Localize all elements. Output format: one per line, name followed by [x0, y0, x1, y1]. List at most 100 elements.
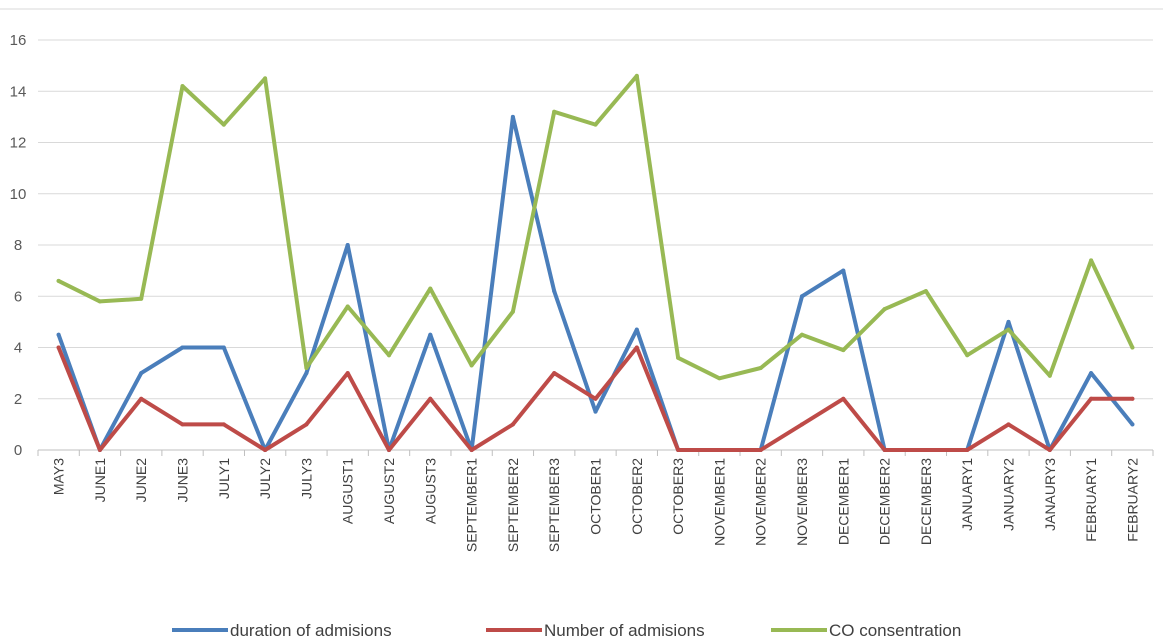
x-axis-ticks: MAY3 JUNE1 JUNE2 JUNE3 JULY1 JULY2 JULY3 AUGUST… [37, 450, 1154, 552]
x-tick-label: JULY3 [298, 458, 314, 499]
data-point [634, 73, 639, 78]
data-point [139, 296, 144, 301]
data-point [717, 376, 722, 381]
data-point [345, 371, 350, 376]
data-point [882, 448, 887, 452]
x-tick-label: DECEMBER2 [877, 458, 893, 545]
data-point [1006, 422, 1011, 427]
y-tick-label: 4 [14, 340, 22, 357]
data-point [552, 371, 557, 376]
data-point [510, 114, 515, 119]
x-tick-label: JUNE2 [133, 458, 149, 503]
x-tick-label: JULY2 [257, 458, 273, 499]
data-point [800, 422, 804, 427]
x-tick-label: JUNE1 [92, 458, 108, 503]
data-point [428, 332, 433, 337]
data-point [841, 268, 846, 273]
x-tick-label: SEPTEMBER1 [464, 458, 480, 552]
data-point [1089, 396, 1094, 401]
data-point [717, 448, 722, 452]
data-point [469, 363, 474, 368]
data-point [221, 345, 226, 350]
data-point [800, 294, 804, 299]
data-point [965, 448, 970, 452]
data-point [510, 422, 515, 427]
data-point [1130, 345, 1135, 350]
data-point [1089, 258, 1094, 263]
x-tick-label: NOVEMBER3 [794, 458, 810, 546]
data-point [758, 366, 763, 370]
data-point [1006, 327, 1011, 332]
data-point [345, 243, 350, 247]
data-point [1047, 373, 1052, 378]
data-point [97, 299, 102, 304]
x-tick-label: JANAURY3 [1042, 458, 1058, 531]
data-point [139, 396, 144, 401]
data-point [304, 371, 309, 376]
legend-label: CO consentration [829, 621, 961, 640]
data-point [221, 422, 226, 427]
data-point [304, 422, 309, 427]
x-tick-label: JANUARY2 [1000, 458, 1016, 531]
data-point [593, 122, 598, 127]
data-point [263, 448, 268, 452]
x-tick-label: FEBRUARY2 [1124, 458, 1140, 542]
x-tick-label: JANUARY1 [959, 458, 975, 531]
data-point [469, 448, 474, 452]
x-tick-label: NOVEMBER1 [711, 458, 727, 546]
data-point [800, 332, 804, 337]
y-tick-label: 16 [10, 32, 27, 49]
x-tick-label: OCTOBER1 [588, 458, 604, 535]
data-point [676, 355, 681, 360]
legend-label: Number of admisions [544, 621, 705, 640]
data-point [180, 422, 185, 427]
data-point [180, 84, 185, 89]
data-point [56, 332, 61, 337]
data-point [923, 289, 928, 294]
data-point [758, 448, 763, 452]
data-point [56, 345, 61, 350]
data-point [965, 353, 970, 358]
x-tick-label: DECEMBER1 [835, 458, 851, 545]
x-tick-label: JUNE3 [175, 458, 191, 503]
series-lines [56, 73, 1135, 452]
data-point [552, 109, 557, 114]
data-point [634, 327, 639, 332]
x-tick-label: DECEMBER3 [918, 458, 934, 545]
legend: duration of admisions Number of admisions… [172, 621, 961, 640]
data-point [428, 286, 433, 291]
data-point [552, 289, 557, 294]
data-point [304, 366, 309, 370]
x-tick-label: OCTOBER3 [670, 458, 686, 535]
y-tick-label: 2 [14, 391, 22, 408]
data-point [139, 371, 144, 376]
y-tick-label: 10 [10, 186, 27, 203]
data-point [841, 396, 846, 401]
data-point [345, 304, 350, 309]
data-point [510, 309, 515, 314]
x-tick-label: AUGUST2 [381, 458, 397, 524]
data-point [1089, 371, 1094, 376]
data-point [1047, 448, 1052, 452]
data-point [1130, 422, 1135, 427]
x-tick-label: SEPTEMBER2 [505, 458, 521, 552]
data-point [634, 345, 639, 350]
data-point [923, 448, 928, 452]
data-point [1130, 396, 1135, 401]
y-tick-label: 8 [14, 237, 22, 254]
x-tick-label: NOVEMBER2 [753, 458, 769, 546]
data-point [97, 448, 102, 452]
legend-label: duration of admisions [230, 621, 392, 640]
data-point [180, 345, 185, 350]
x-tick-label: OCTOBER2 [629, 458, 645, 535]
y-axis-ticks: 0 2 4 6 8 10 12 14 16 [10, 32, 27, 459]
data-point [593, 396, 598, 401]
data-point [676, 448, 681, 452]
y-tick-label: 14 [10, 83, 27, 100]
data-point [387, 353, 391, 358]
data-point [593, 409, 598, 414]
data-point [428, 396, 433, 401]
y-tick-label: 0 [14, 442, 22, 459]
data-point [387, 448, 391, 452]
